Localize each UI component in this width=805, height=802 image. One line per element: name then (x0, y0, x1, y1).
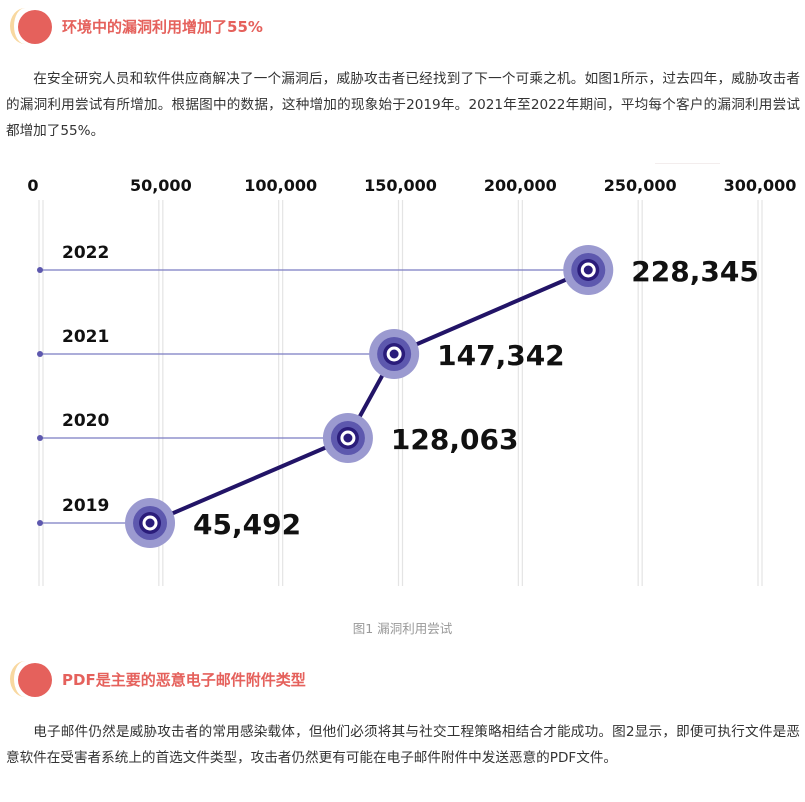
guide-start-dot (37, 435, 43, 441)
data-value-label: 147,342 (437, 339, 565, 372)
section-paragraph: 在安全研究人员和软件供应商解决了一个漏洞后，威胁攻击者已经找到了下一个可乘之机。… (6, 71, 800, 139)
x-tick-label: 50,000 (130, 176, 192, 195)
guide-start-dot (37, 351, 43, 357)
figure-caption: 图1 漏洞利用尝试 (352, 621, 453, 636)
section-title: 环境中的漏洞利用增加了55% (62, 18, 263, 36)
category-label: 2021 (62, 327, 109, 347)
data-value-label: 45,492 (193, 508, 301, 541)
x-tick-label: 100,000 (244, 176, 317, 195)
section-title: PDF是主要的恶意电子邮件附件类型 (62, 671, 306, 689)
x-tick-label: 150,000 (364, 176, 437, 195)
guide-start-dot (37, 520, 43, 526)
heading-arc-decoration (10, 661, 40, 697)
data-value-label: 228,345 (631, 255, 759, 288)
data-point-center (386, 346, 402, 362)
guide-start-dot (37, 267, 43, 273)
heading-arc-decoration (10, 8, 40, 44)
series-line (149, 268, 590, 525)
x-tick-label: 300,000 (724, 176, 797, 195)
data-point-center (142, 515, 158, 531)
category-label: 2022 (62, 243, 109, 263)
x-tick-label: 0 (27, 176, 38, 195)
data-point-core (336, 427, 359, 449)
heading-dot-icon (18, 10, 52, 44)
category-label: 2019 (62, 496, 109, 516)
heading-dot-icon (18, 663, 52, 697)
data-point-center (580, 262, 596, 278)
category-label: 2020 (62, 411, 109, 431)
data-value-label: 128,063 (391, 423, 519, 456)
x-tick-label: 250,000 (604, 176, 677, 195)
data-point-core (139, 512, 162, 534)
section-heading-exploits: 环境中的漏洞利用增加了55% (10, 4, 790, 50)
x-tick-label: 200,000 (484, 176, 557, 195)
section-heading-pdf: PDF是主要的恶意电子邮件附件类型 (10, 657, 790, 703)
data-point-center (340, 430, 356, 446)
data-point-core (577, 259, 600, 281)
decorative-line (655, 163, 720, 164)
exploit-attempts-chart: 0 50,000 100,000 150,000 200,000 250,000 300,0… (27, 176, 797, 586)
section-paragraph: 电子邮件仍然是威胁攻击者的常用感染载体，但他们必须将其与社交工程策略相结合才能成… (6, 724, 800, 766)
data-point-core (383, 343, 406, 365)
